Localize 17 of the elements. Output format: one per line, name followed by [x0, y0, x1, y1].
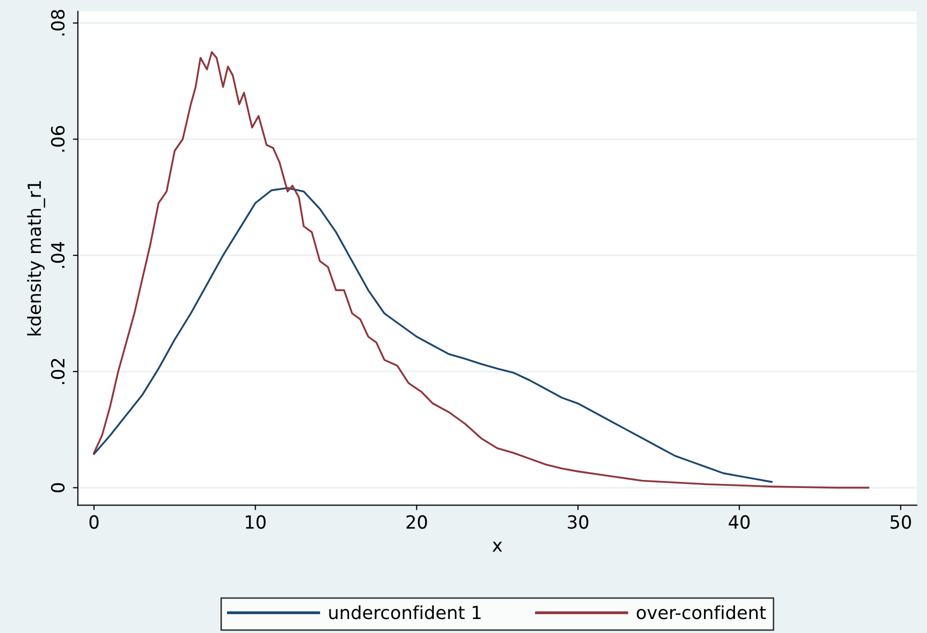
x-tick-label: 20	[406, 515, 427, 529]
y-axis-title: kdensity math_r1	[27, 181, 46, 336]
x-axis-title: x	[492, 542, 502, 552]
line-series	[93, 51, 870, 489]
y-tick-label: 0	[50, 483, 65, 492]
legend-label: underconfident 1	[329, 605, 481, 620]
x-tick-label: 40	[728, 515, 750, 529]
y-tick-label: .02	[50, 358, 65, 384]
y-tick-label: .06	[50, 126, 65, 152]
x-tick-label: 30	[568, 515, 588, 529]
x-tick-label: 10	[246, 515, 266, 529]
line-series	[93, 187, 773, 483]
x-tick-label: 0	[89, 515, 99, 529]
x-tick-label: 50	[890, 515, 911, 529]
y-tick-label: .04	[50, 242, 65, 268]
y-tick-label: .08	[50, 10, 65, 36]
legend-label: over-confident	[636, 605, 766, 620]
